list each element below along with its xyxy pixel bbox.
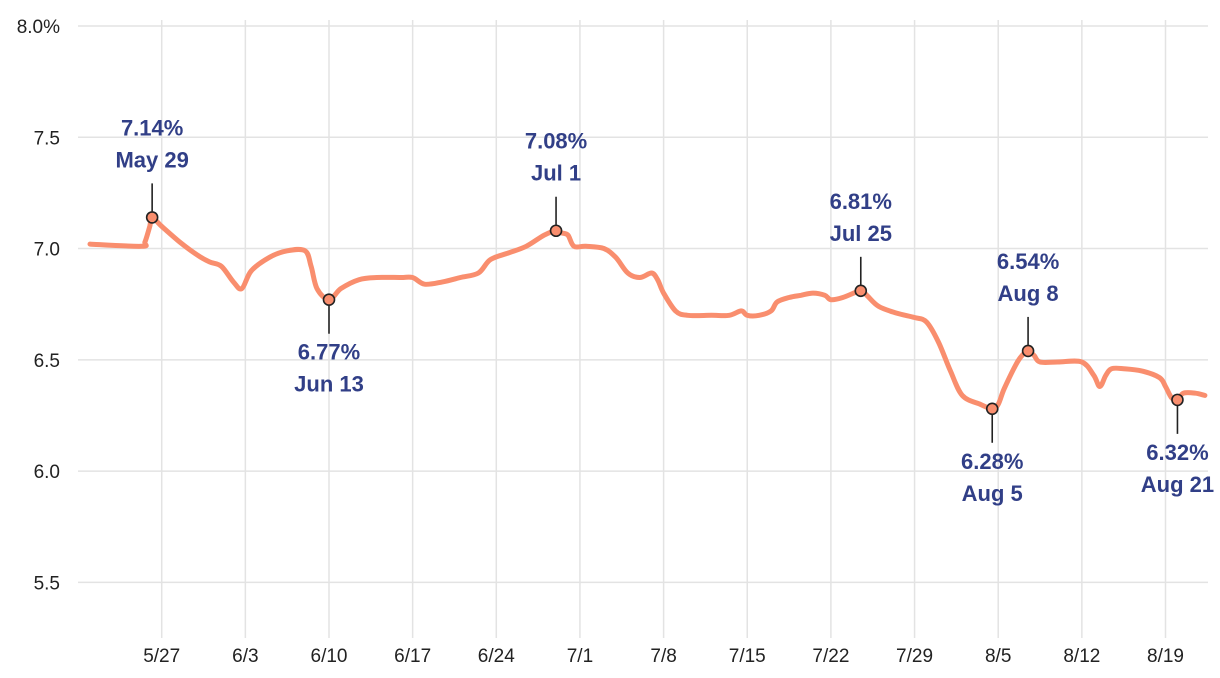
x-tick-label: 7/1	[567, 646, 593, 667]
x-tick-label: 6/3	[232, 646, 258, 667]
x-tick-label: 7/8	[650, 646, 676, 667]
annotation-value: 6.77%	[298, 340, 360, 365]
annotation-marker	[322, 293, 336, 307]
annotation-value: 6.32%	[1146, 440, 1208, 465]
y-tick-label: 7.5	[34, 128, 60, 149]
series-line-0	[87, 214, 1208, 412]
gridlines	[78, 20, 1208, 638]
series-layer	[87, 214, 1208, 412]
y-axis-ticks: 8.0% 7.5 7.0 6.5 6.0 5.5	[17, 17, 60, 594]
x-tick-label: 7/29	[896, 646, 933, 667]
annotation-marker	[854, 284, 868, 298]
x-axis-ticks: 5/27 6/3 6/10 6/17 6/24 7/1 7/8 7/15 7/22 7/29 8/5…	[143, 646, 1184, 667]
annotation-date: Jun 13	[294, 372, 364, 397]
annotation-marker	[985, 402, 999, 416]
annotation-value: 7.14%	[121, 115, 183, 140]
annotation-date: May 29	[115, 147, 188, 172]
annotation-date: Aug 8	[998, 281, 1059, 306]
annotation-marker	[145, 211, 159, 224]
annotation-value: 6.81%	[830, 189, 892, 214]
x-tick-label: 8/19	[1147, 646, 1184, 667]
y-tick-label: 6.5	[34, 351, 60, 372]
annotation-marker	[1021, 344, 1035, 358]
annotation-date: Aug 21	[1141, 472, 1214, 497]
y-tick-label: 8.0%	[17, 17, 60, 38]
annotation-value: 6.28%	[961, 449, 1023, 474]
x-tick-label: 8/5	[985, 646, 1011, 667]
annotation-value: 6.54%	[997, 249, 1059, 274]
x-tick-label: 7/15	[729, 646, 766, 667]
annotation-value: 7.08%	[525, 129, 587, 154]
annotation-marker	[549, 224, 563, 238]
annotation-marker	[1171, 393, 1184, 407]
annotation-date: Aug 5	[962, 481, 1023, 506]
x-tick-label: 6/17	[394, 646, 431, 667]
y-tick-label: 6.0	[34, 462, 60, 483]
annotations-layer: 7.14% May 29 6.77% Jun 13 7.08% Jul 1 6.81% Jul…	[115, 115, 1214, 505]
x-tick-label: 6/10	[311, 646, 348, 667]
x-tick-label: 7/22	[812, 646, 849, 667]
y-tick-label: 7.0	[34, 240, 60, 261]
x-tick-label: 5/27	[143, 646, 180, 667]
annotation-date: Jul 25	[830, 221, 892, 246]
x-tick-label: 8/12	[1063, 646, 1100, 667]
y-tick-label: 5.5	[34, 573, 60, 594]
annotation-date: Jul 1	[531, 161, 581, 186]
x-tick-label: 6/24	[478, 646, 515, 667]
